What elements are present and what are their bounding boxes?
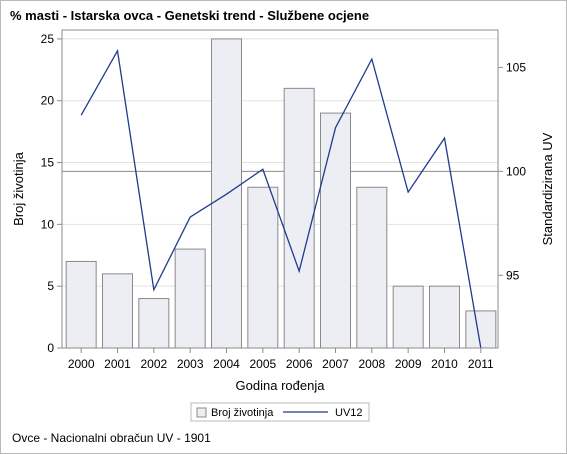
bar [102, 273, 133, 349]
x-tick-label: 2004 [213, 357, 240, 371]
x-tick-label: 2006 [286, 357, 313, 371]
legend-box [190, 402, 370, 422]
right-tick-label: 105 [506, 60, 526, 74]
left-tick-label: 20 [41, 94, 55, 108]
left-tick-label: 15 [41, 156, 55, 170]
x-tick-label: 2007 [322, 357, 349, 371]
bar [356, 186, 388, 349]
chart-title: % masti - Istarska ovca - Genetski trend… [10, 8, 370, 23]
bar [429, 285, 460, 349]
grid-layer [62, 38, 498, 287]
bars-layer [65, 38, 497, 349]
left-tick-label: 10 [41, 217, 55, 231]
bar [320, 112, 351, 349]
x-tick-label: 2005 [249, 357, 276, 371]
legend-label-line: UV12 [335, 407, 363, 419]
x-tick-label: 2002 [140, 357, 167, 371]
bar [392, 285, 424, 349]
bar [138, 298, 170, 349]
bar [65, 260, 97, 349]
axes-layer: 0 5 10 15 20 25 95 100 105 2000 2001 2002 2003 2004 20… [11, 29, 555, 393]
left-tick-label: 0 [47, 341, 54, 355]
right-tick-label: 100 [506, 164, 526, 178]
line-layer [80, 48, 482, 349]
legend: Broj životinja UV12 [190, 402, 370, 422]
left-tick-label: 5 [47, 279, 54, 293]
x-tick-label: 2000 [68, 357, 95, 371]
x-tick-label: 2010 [431, 357, 458, 371]
left-axis-title: Broj životinja [11, 151, 26, 225]
bar [465, 310, 497, 349]
legend-label-bar: Broj životinja [211, 407, 274, 419]
bar [283, 87, 315, 349]
legend-swatch-bar [196, 407, 207, 418]
left-tick-label: 25 [41, 32, 55, 46]
right-tick-label: 95 [506, 268, 520, 282]
x-tick-label: 2008 [358, 357, 385, 371]
bar [174, 248, 206, 349]
plot-area-border [61, 29, 499, 349]
x-axis-title: Godina rođenja [236, 378, 326, 393]
x-tick-label: 2009 [395, 357, 422, 371]
x-tick-label: 2003 [177, 357, 204, 371]
footnote: Ovce - Nacionalni obračun UV - 1901 [12, 431, 211, 445]
bar [247, 186, 279, 349]
series-line-uv12 [80, 48, 482, 349]
right-axis-title: Standardizirana UV [540, 132, 555, 245]
x-tick-label: 2011 [468, 357, 494, 371]
x-tick-label: 2001 [104, 357, 131, 371]
